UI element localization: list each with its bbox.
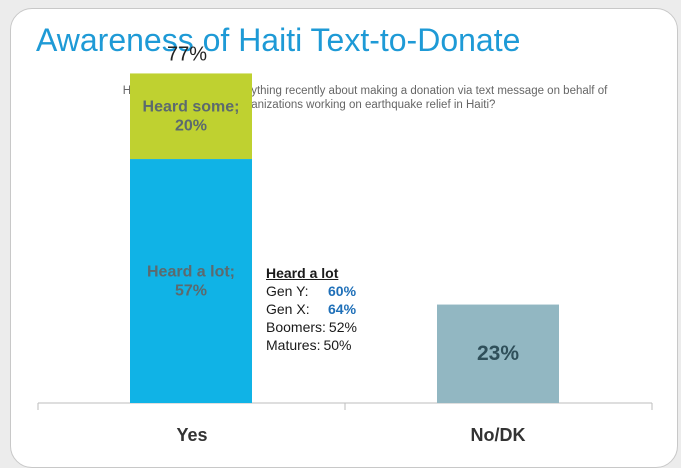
heard-a-lot-callout: Heard a lot Gen Y: 60% Gen X: 64% Boomers: 52… bbox=[266, 264, 357, 354]
callout-row: Gen Y: 60% bbox=[266, 282, 357, 300]
total-label: 77% bbox=[167, 43, 207, 65]
callout-row-value: 52% bbox=[328, 319, 357, 335]
bar-segment bbox=[130, 73, 252, 160]
x-tick-label: No/DK bbox=[471, 425, 526, 445]
callout-row: Gen X: 64% bbox=[266, 300, 357, 318]
callout-row-label: Matures: bbox=[266, 337, 321, 353]
callout-row-label: Gen Y: bbox=[266, 283, 309, 299]
data-label: 23% bbox=[477, 342, 519, 365]
callout-row-value: 60% bbox=[328, 283, 357, 299]
bar-chart: Heard a lot; 57% Heard some; 20% 77% Yes 23% No… bbox=[37, 43, 653, 445]
data-label: Heard a lot; bbox=[147, 264, 235, 281]
callout-row-label: Boomers: bbox=[266, 319, 326, 335]
data-label: 57% bbox=[175, 283, 207, 300]
bar-segment bbox=[130, 159, 252, 403]
x-tick-label: Yes bbox=[176, 425, 207, 445]
callout-row: Boomers: 52% bbox=[266, 318, 357, 336]
chart-card bbox=[10, 8, 678, 468]
callout-row: Matures: 50% bbox=[266, 336, 357, 354]
callout-row-value: 64% bbox=[328, 301, 357, 317]
data-label: Heard some; bbox=[143, 99, 240, 116]
callout-heading: Heard a lot bbox=[266, 265, 339, 281]
callout-rows: Gen Y: 60% Gen X: 64% Boomers: 52% Matures: 50% bbox=[266, 282, 357, 354]
bar-segment bbox=[437, 304, 559, 403]
callout-row-label: Gen X: bbox=[266, 301, 310, 317]
callout-row-value: 50% bbox=[323, 337, 352, 353]
chart-title: Awareness of Haiti Text-to-Donate bbox=[36, 22, 521, 58]
data-label: 20% bbox=[175, 118, 207, 135]
